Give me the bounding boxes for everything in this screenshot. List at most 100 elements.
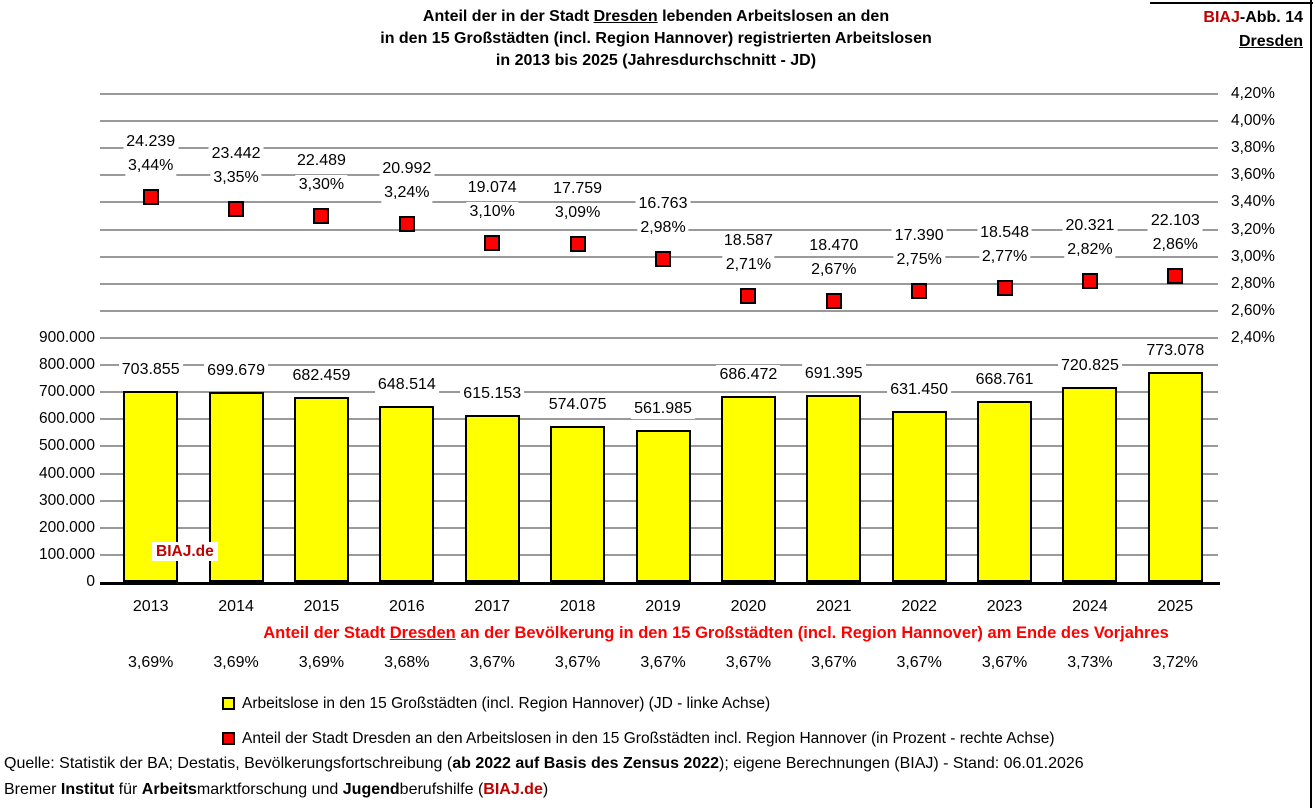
- text-segment: berufshilfe (: [399, 781, 484, 798]
- population-value: 3,69%: [213, 654, 259, 671]
- marker-count-label: 20.992: [379, 159, 435, 180]
- marker-count-label: 18.587: [720, 230, 776, 251]
- text-segment: -Abb. 14: [1239, 9, 1303, 26]
- text-segment: BIAJ: [1203, 9, 1240, 26]
- population-value: 3,69%: [128, 654, 174, 671]
- right-axis-tick: 2,40%: [1231, 328, 1303, 348]
- text-segment: Institut: [60, 781, 115, 798]
- right-axis-tick: 2,60%: [1231, 300, 1303, 321]
- left-axis-tick: 100.000: [13, 544, 95, 565]
- marker-percent-label: 2,82%: [1064, 240, 1116, 261]
- year-label: 2015: [303, 598, 340, 615]
- gridline: [100, 337, 1218, 339]
- gridline: [100, 282, 1218, 285]
- bar-value-label: 574.075: [545, 395, 610, 416]
- bar: [464, 415, 520, 582]
- population-value: 3,73%: [1067, 654, 1113, 671]
- year-label: 2020: [730, 598, 767, 615]
- gridline: [100, 147, 1218, 150]
- dresden-share-marker: [1081, 273, 1098, 290]
- dresden-share-marker: [228, 201, 245, 218]
- text-segment: Dresden: [389, 624, 456, 642]
- marker-count-label: 19.074: [464, 178, 520, 199]
- bar-value-label: 720.825: [1058, 355, 1122, 376]
- text-segment: marktforschung und: [196, 781, 343, 798]
- left-axis-tick: 300.000: [13, 490, 95, 511]
- year-label: 2022: [901, 598, 937, 615]
- left-axis-tick: 400.000: [13, 463, 95, 484]
- marker-count-label: 24.239: [123, 132, 179, 153]
- dresden-share-marker: [313, 208, 330, 224]
- left-axis-tick: 500.000: [13, 436, 95, 457]
- bar: [379, 406, 435, 582]
- marker-percent-label: 2,75%: [893, 249, 945, 270]
- year-label: 2017: [474, 598, 511, 615]
- text-segment: ab 2022 auf Basis des Zensus 2022: [452, 755, 720, 772]
- text-segment: Dresden: [593, 8, 658, 25]
- population-value: 3,67%: [554, 654, 601, 671]
- marker-percent-label: 3,10%: [466, 202, 518, 223]
- right-axis-tick: 2,80%: [1231, 273, 1303, 294]
- left-axis-tick: 700.000: [13, 382, 95, 403]
- right-axis-tick: 3,60%: [1231, 165, 1303, 186]
- bar-value-label: 686.472: [716, 364, 781, 385]
- text-segment: an der Bevölkerung in den 15 Großstädten…: [455, 624, 1169, 642]
- dresden-share-marker: [1167, 267, 1184, 284]
- year-label: 2013: [132, 598, 169, 615]
- bar: [891, 410, 947, 582]
- gridline: [100, 418, 1218, 421]
- dresden-share-marker: [142, 189, 159, 206]
- right-axis-tick: 3,00%: [1231, 246, 1303, 267]
- gridline: [100, 309, 1218, 312]
- bar: [1147, 372, 1203, 582]
- marker-count-label: 18.470: [806, 236, 862, 257]
- right-axis-tick: 3,40%: [1231, 192, 1303, 213]
- left-axis-tick: 900.000: [13, 328, 95, 348]
- population-value: 3,67%: [725, 654, 772, 671]
- marker-count-label: 20.321: [1062, 216, 1118, 237]
- marker-percent-label: 3,44%: [125, 156, 177, 177]
- bar-value-label: 631.450: [887, 379, 952, 400]
- bar: [293, 396, 349, 582]
- text-segment: Bremer: [4, 781, 61, 798]
- left-axis-tick: 800.000: [13, 355, 95, 376]
- year-label: 2014: [218, 598, 254, 615]
- marker-percent-label: 2,77%: [978, 246, 1031, 267]
- text-segment: in 2013 bis 2025: [495, 52, 618, 69]
- gridline: [100, 364, 1218, 367]
- chart-title-line1: Anteil der in der Stadt Dresden lebenden…: [380, 6, 932, 28]
- year-label: 2025: [1157, 598, 1194, 615]
- left-axis-tick: 200.000: [13, 517, 95, 538]
- gridline: [100, 93, 1218, 95]
- top-border-line: [1150, 2, 1313, 4]
- left-axis-tick: 600.000: [13, 409, 95, 430]
- dresden-share-marker: [569, 236, 586, 253]
- right-axis-tick: 3,80%: [1231, 138, 1303, 159]
- text-segment: für: [114, 781, 142, 798]
- population-value: 3,69%: [298, 654, 345, 671]
- bar: [1062, 386, 1118, 582]
- marker-percent-label: 2,67%: [808, 260, 860, 281]
- bar: [977, 400, 1033, 582]
- biaj-watermark: BIAJ.de: [152, 542, 218, 561]
- bar-value-label: 691.395: [801, 363, 866, 384]
- source-line: Quelle: Statistik der BA; Destatis, Bevö…: [4, 753, 1084, 774]
- gridline: [100, 120, 1218, 123]
- chart-title: Anteil der in der Stadt Dresden lebenden…: [380, 6, 932, 72]
- marker-percent-label: 3,35%: [210, 168, 262, 189]
- text-segment: Anteil der in der Stadt: [422, 8, 594, 25]
- text-segment: BIAJ.de: [483, 781, 543, 798]
- marker-percent-label: 3,09%: [551, 203, 604, 224]
- text-segment: Anteil der Stadt: [263, 624, 390, 642]
- bar: [635, 429, 691, 582]
- bar-value-label: 703.855: [118, 360, 183, 381]
- population-value: 3,67%: [981, 654, 1028, 671]
- bar-value-label: 648.514: [374, 375, 439, 396]
- text-segment: (Jahresdurchschnitt - JD): [617, 52, 817, 69]
- dresden-share-marker: [825, 293, 842, 310]
- dresden-share-marker: [398, 216, 415, 233]
- legend-label-anteil: Anteil der Stadt Dresden an den Arbeitsl…: [242, 730, 1055, 747]
- text-segment: ): [542, 781, 549, 798]
